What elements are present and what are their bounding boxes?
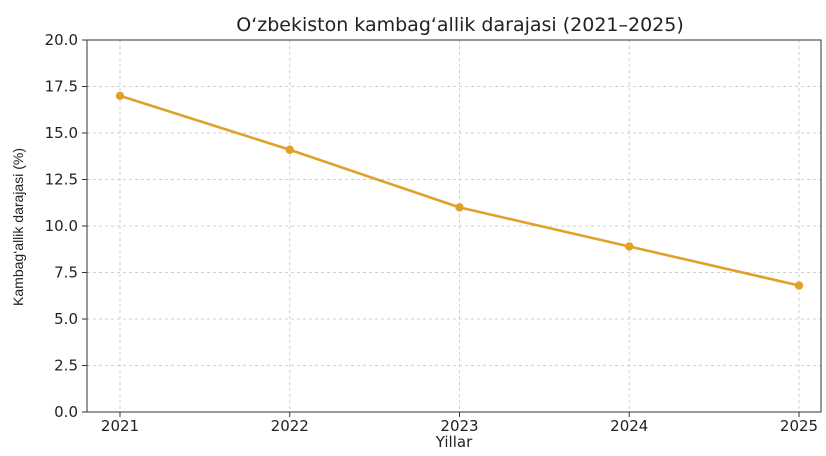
data-point (115, 91, 125, 101)
x-tick-label: 2022 (271, 417, 309, 435)
data-point (455, 203, 464, 212)
x-tick-label: 2021 (101, 417, 139, 435)
y-tick-label: 5.0 (54, 310, 78, 328)
x-axis-label: Yillar (435, 433, 473, 451)
y-tick-label: 12.5 (45, 171, 78, 189)
grid-lines (87, 40, 821, 412)
data-point (625, 242, 634, 251)
y-tick-label: 2.5 (54, 357, 78, 375)
x-tick-label: 2023 (440, 417, 478, 435)
y-tick-label: 17.5 (45, 78, 78, 96)
y-tick-label: 7.5 (54, 264, 78, 282)
y-axis-ticks: 0.0 2.5 5.0 7.5 10.0 12.5 15.0 17.5 20.0 (45, 31, 87, 421)
y-tick-label: 15.0 (45, 124, 78, 142)
x-tick-label: 2025 (780, 417, 818, 435)
chart-title: O‘zbekiston kambag‘allik darajasi (2021–… (236, 14, 684, 36)
y-tick-label: 0.0 (54, 403, 78, 421)
y-tick-label: 20.0 (45, 31, 78, 49)
data-point (285, 145, 294, 154)
y-tick-label: 10.0 (45, 217, 78, 235)
data-point (794, 281, 804, 290)
x-axis-ticks: 2021 2022 2023 2024 2025 (101, 412, 818, 435)
x-tick-label: 2024 (610, 417, 648, 435)
data-series (115, 91, 804, 290)
y-axis-label: Kambag‘allik darajasi (%) (10, 148, 26, 306)
